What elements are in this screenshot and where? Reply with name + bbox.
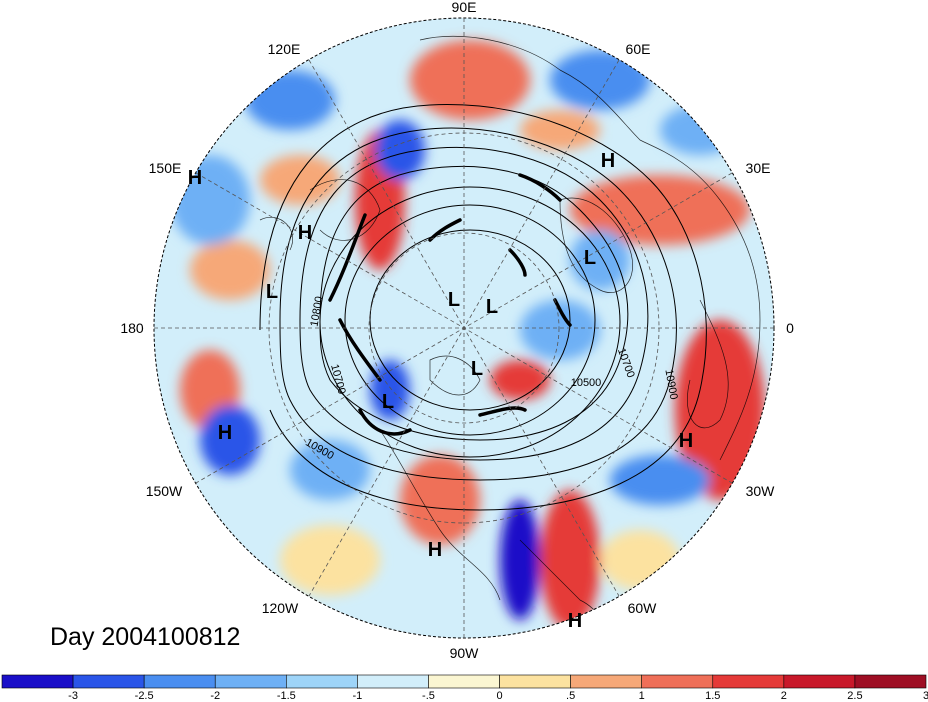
colorbar-tick-label: -3 — [68, 690, 78, 702]
lon-120e-label: 120E — [268, 41, 301, 57]
jet-streams — [328, 173, 572, 436]
colorbar-swatch — [712, 674, 785, 689]
lon-180-label: 180 — [120, 320, 144, 336]
pressure-center-l: L — [486, 296, 498, 318]
colorbar-swatch — [214, 674, 287, 689]
colorbar-swatch — [143, 674, 216, 689]
colorbar-tick-label: 1 — [639, 690, 645, 702]
colorbar-tick-label: -1 — [352, 690, 362, 702]
colorbar-tick-label: .5 — [566, 690, 575, 702]
colorbar-tick-label: -1.5 — [277, 690, 296, 702]
lon-30e-label: 30E — [746, 160, 771, 176]
colorbar-swatch — [357, 674, 429, 689]
colorbar-tick-label: 1.5 — [705, 690, 720, 702]
lon-30w-label: 30W — [746, 483, 776, 499]
contour-label: 10900 — [662, 368, 679, 400]
lon-150w-label: 150W — [146, 483, 183, 499]
height-contours — [259, 104, 707, 511]
lon-120w-label: 120W — [262, 600, 299, 616]
pressure-center-h: H — [298, 222, 312, 244]
colorbar-swatch — [286, 674, 358, 689]
colorbar-swatch — [854, 674, 927, 689]
colorbar-swatch — [1, 674, 74, 689]
colorbar: -3 -2.5 -2 -1.5 -1 -.5 0 .5 1 1.5 2 2.5 3 — [1, 674, 928, 702]
colorbar-tick-label: 0 — [496, 690, 502, 702]
pressure-center-l: L — [584, 247, 596, 269]
colorbar-swatch — [641, 674, 714, 689]
pressure-center-h: H — [428, 539, 442, 561]
pressure-center-h: H — [568, 610, 582, 632]
colorbar-swatch — [428, 674, 500, 689]
colorbar-swatch — [499, 674, 571, 689]
lon-60w-label: 60W — [628, 600, 658, 616]
colorbar-tick-label: 2 — [781, 690, 787, 702]
pressure-center-l: L — [382, 391, 394, 413]
pressure-center-l: L — [471, 358, 483, 380]
colorbar-tick-label: 3 — [923, 690, 928, 702]
anomaly-field — [154, 18, 774, 638]
pressure-center-h: H — [679, 430, 693, 452]
colorbar-tick-label: -2.5 — [135, 690, 154, 702]
colorbar-tick-label: -.5 — [422, 690, 435, 702]
pressure-center-l: L — [448, 289, 460, 311]
day-label: Day 2004100812 — [50, 623, 240, 651]
pressure-center-h: H — [601, 150, 615, 172]
contour-label: 10500 — [571, 377, 602, 389]
colorbar-swatch — [570, 674, 642, 689]
pressure-center-h: H — [218, 422, 232, 444]
pressure-center-l: L — [266, 281, 278, 303]
colorbar-swatch — [72, 674, 145, 689]
lon-60e-label: 60E — [626, 41, 651, 57]
colorbar-swatch — [783, 674, 856, 689]
lon-90e-label: 90E — [452, 0, 477, 15]
colorbar-tick-label: 2.5 — [847, 690, 862, 702]
lon-150e-label: 150E — [149, 160, 182, 176]
contour-label: 10800 — [308, 295, 325, 327]
colorbar-tick-label: -2 — [210, 690, 220, 702]
graticule — [154, 18, 774, 638]
pressure-center-h: H — [188, 167, 202, 189]
lon-90w-label: 90W — [450, 645, 480, 661]
lon-0-label: 0 — [786, 320, 794, 336]
